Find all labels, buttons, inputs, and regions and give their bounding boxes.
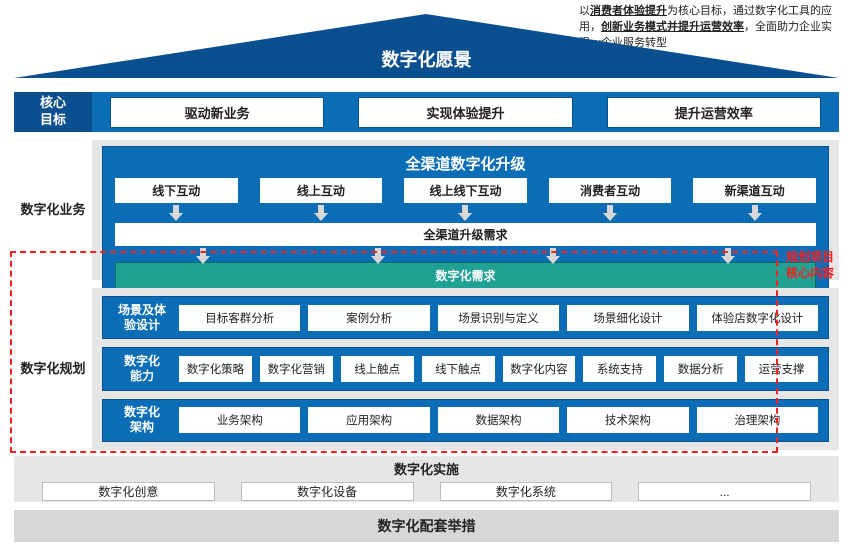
plan-item: 体验店数字化设计 bbox=[697, 305, 818, 331]
plan-item: 技术架构 bbox=[567, 407, 688, 433]
plan-item: 场景识别与定义 bbox=[438, 305, 559, 331]
arrow-down-icon bbox=[314, 205, 328, 221]
channel-4: 新渠道互动 bbox=[693, 178, 816, 203]
plan-item: 数据架构 bbox=[438, 407, 559, 433]
plan-row-0-items: 目标客群分析 案例分析 场景识别与定义 场景细化设计 体验店数字化设计 bbox=[179, 302, 818, 333]
plan-item: 线下触点 bbox=[422, 356, 495, 382]
core-targets-row: 核心 目标 驱动新业务 实现体验提升 提升运营效率 bbox=[14, 92, 839, 132]
demand-bar: 全渠道升级需求 bbox=[115, 223, 816, 246]
bottom-bar: 数字化配套举措 bbox=[14, 510, 839, 542]
arrow-down-icon bbox=[458, 205, 472, 221]
plan-item: 数字化营销 bbox=[260, 356, 333, 382]
arrow-down-icon bbox=[603, 205, 617, 221]
plan-item: 目标客群分析 bbox=[179, 305, 300, 331]
plan-item: 场景细化设计 bbox=[567, 305, 688, 331]
business-title: 全渠道数字化升级 bbox=[115, 151, 816, 178]
plan-row-1: 数字化 能力 数字化策略 数字化营销 线上触点 线下触点 数字化内容 系统支持 … bbox=[102, 347, 829, 390]
arrow-down-icon bbox=[721, 248, 735, 264]
plan-item: 数据分析 bbox=[664, 356, 737, 382]
plan-row-2-label: 数字化 架构 bbox=[113, 405, 171, 436]
goal-2: 提升运营效率 bbox=[607, 97, 821, 128]
planning-row: 数字化规划 场景及体 验设计 目标客群分析 案例分析 场景识别与定义 场景细化设… bbox=[14, 288, 839, 450]
plan-item: 数字化策略 bbox=[179, 356, 252, 382]
channel-chips: 线下互动 线上互动 线上线下互动 消费者互动 新渠道互动 bbox=[115, 178, 816, 203]
plan-item: 运营支撑 bbox=[745, 356, 818, 382]
arrow-down-icon bbox=[546, 248, 560, 264]
channel-0: 线下互动 bbox=[115, 178, 238, 203]
plan-row-2-items: 业务架构 应用架构 数据架构 技术架构 治理架构 bbox=[179, 405, 818, 436]
arrow-down-icon bbox=[169, 205, 183, 221]
business-inner-panel: 全渠道数字化升级 线下互动 线上互动 线上线下互动 消费者互动 新渠道互动 全渠… bbox=[102, 146, 829, 296]
core-side-label: 核心 目标 bbox=[14, 92, 92, 132]
impl-item-2: 数字化系统 bbox=[440, 482, 613, 501]
planning-content: 场景及体 验设计 目标客群分析 案例分析 场景识别与定义 场景细化设计 体验店数… bbox=[92, 288, 839, 450]
plan-item: 案例分析 bbox=[308, 305, 429, 331]
goal-0: 驱动新业务 bbox=[110, 97, 324, 128]
planning-side-label: 数字化规划 bbox=[14, 288, 92, 450]
plan-row-1-label: 数字化 能力 bbox=[113, 353, 171, 384]
arrow-row-2 bbox=[115, 248, 816, 262]
bottom-label: 数字化配套举措 bbox=[378, 516, 476, 536]
implementation-items: 数字化创意 数字化设备 数字化系统 ... bbox=[14, 482, 839, 507]
implementation-title: 数字化实施 bbox=[14, 456, 839, 482]
plan-item: 业务架构 bbox=[179, 407, 300, 433]
arrow-down-icon bbox=[196, 248, 210, 264]
business-content: 全渠道数字化升级 线下互动 线上互动 线上线下互动 消费者互动 新渠道互动 全渠… bbox=[92, 140, 839, 280]
impl-item-1: 数字化设备 bbox=[241, 482, 414, 501]
plan-item: 系统支持 bbox=[583, 356, 656, 382]
implementation-row: 数字化实施 数字化创意 数字化设备 数字化系统 ... bbox=[14, 456, 839, 502]
arrow-down-icon bbox=[371, 248, 385, 264]
business-side-label: 数字化业务 bbox=[14, 140, 92, 280]
implementation-box: 数字化实施 数字化创意 数字化设备 数字化系统 ... bbox=[14, 456, 839, 502]
digital-demand-bar: 数字化需求 bbox=[115, 262, 816, 289]
plan-item: 线上触点 bbox=[341, 356, 414, 382]
impl-item-0: 数字化创意 bbox=[42, 482, 215, 501]
plan-item: 治理架构 bbox=[697, 407, 818, 433]
plan-row-0-label: 场景及体 验设计 bbox=[113, 302, 171, 333]
channel-2: 线上线下互动 bbox=[404, 178, 527, 203]
channel-1: 线上互动 bbox=[260, 178, 383, 203]
arrow-down-icon bbox=[748, 205, 762, 221]
impl-item-3: ... bbox=[638, 482, 811, 501]
goal-1: 实现体验提升 bbox=[358, 97, 572, 128]
dashed-highlight-label: 规划项目 核心内容 bbox=[786, 250, 834, 281]
plan-row-1-items: 数字化策略 数字化营销 线上触点 线下触点 数字化内容 系统支持 数据分析 运营… bbox=[179, 353, 818, 384]
plan-row-2: 数字化 架构 业务架构 应用架构 数据架构 技术架构 治理架构 bbox=[102, 399, 829, 442]
plan-item: 应用架构 bbox=[308, 407, 429, 433]
arrow-row-1 bbox=[115, 205, 816, 223]
plan-row-0: 场景及体 验设计 目标客群分析 案例分析 场景识别与定义 场景细化设计 体验店数… bbox=[102, 296, 829, 339]
plan-item: 数字化内容 bbox=[503, 356, 576, 382]
channel-3: 消费者互动 bbox=[549, 178, 672, 203]
vision-label: 数字化愿景 bbox=[0, 46, 853, 72]
core-content: 驱动新业务 实现体验提升 提升运营效率 bbox=[92, 92, 839, 132]
business-row: 数字化业务 全渠道数字化升级 线下互动 线上互动 线上线下互动 消费者互动 新渠… bbox=[14, 140, 839, 280]
